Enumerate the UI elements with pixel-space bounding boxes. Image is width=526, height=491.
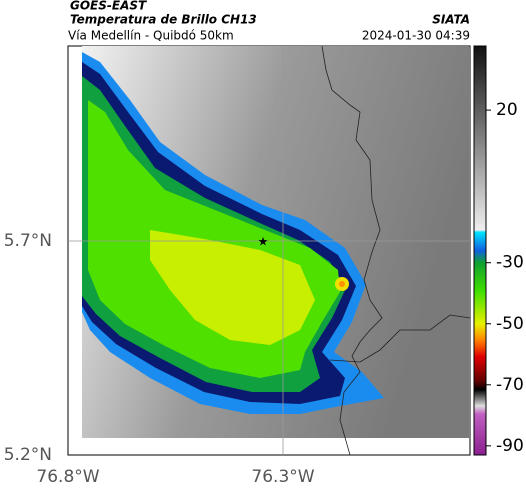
lon-tick-label: 76.3°W — [251, 467, 314, 487]
route: Vía Medellín - Quibdó 50km — [68, 29, 234, 43]
lon-tick-label: 76.8°W — [36, 467, 99, 487]
satellite: GOES-EAST — [70, 0, 147, 13]
lat-tick-label: 5.2°N — [4, 445, 52, 465]
product: Temperatura de Brillo CH13 — [70, 13, 257, 27]
svg-text:★: ★ — [258, 235, 269, 249]
colorbar-tick-label: 20 — [496, 100, 518, 120]
colorbar — [473, 45, 487, 456]
colorbar-tick-label: -50 — [496, 314, 524, 334]
datetime: 2024-01-30 04:39 — [362, 29, 470, 43]
map: ★ — [67, 45, 471, 456]
colorbar-tick-label: -70 — [496, 375, 524, 395]
colorbar-tick-label: -30 — [496, 253, 524, 273]
lat-tick-label: 5.7°N — [4, 231, 52, 251]
colorbar-tick-label: -90 — [496, 436, 524, 456]
org: SIATA — [432, 13, 470, 27]
